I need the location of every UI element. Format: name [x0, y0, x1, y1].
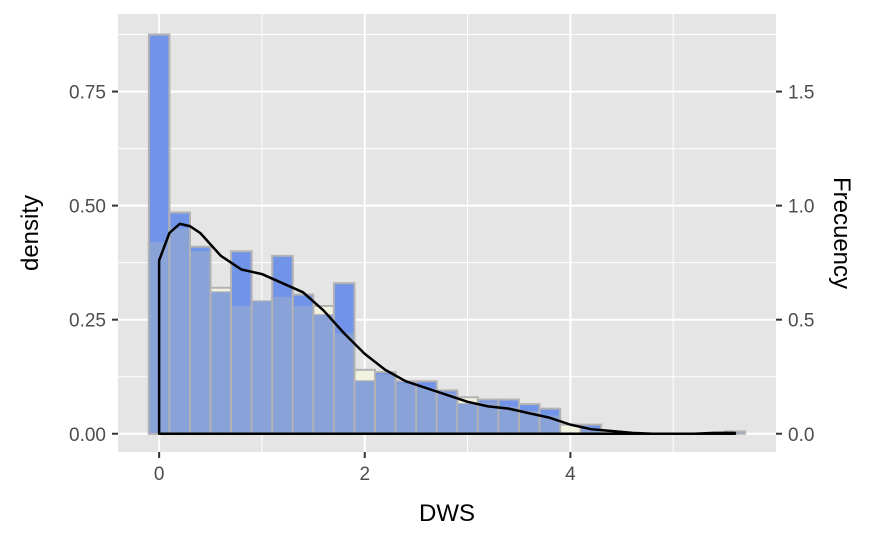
bottom-axis: 0 2 4 — [154, 452, 576, 485]
x-axis-title: DWS — [419, 500, 475, 527]
x-tick-label: 0 — [154, 464, 165, 485]
frequency-bar-overlap — [458, 404, 477, 433]
frequency-bar-overlap — [499, 406, 518, 433]
y2-tick-label: 1.5 — [788, 83, 814, 104]
density-curve — [157, 222, 737, 435]
y-tick-label: 0.00 — [69, 425, 106, 446]
y-tick-label: 0.50 — [69, 197, 106, 218]
y2-tick-label: 0.5 — [788, 311, 814, 332]
right-axis: 0.0 0.5 1.0 1.5 — [776, 83, 814, 446]
frequency-bar-overlap — [190, 251, 210, 433]
frequency-bar-overlap — [211, 292, 231, 433]
y-tick-label: 0.75 — [69, 83, 106, 104]
frequency-bar-overlap — [376, 374, 395, 433]
left-axis: 0.00 0.25 0.50 0.75 — [69, 83, 118, 446]
frequency-bar-overlap — [314, 315, 333, 433]
frequency-bar-overlap — [232, 306, 251, 433]
frequency-bar-overlap — [293, 306, 313, 433]
frequency-bar-overlap — [519, 410, 539, 433]
frequency-bar-overlap — [437, 392, 457, 433]
frequency-bar-overlap — [355, 381, 375, 433]
y2-axis-title: Frecuency — [828, 177, 855, 289]
frequency-bar-overlap — [478, 401, 498, 433]
y-axis-title: density — [17, 195, 44, 271]
density-curve-layer — [157, 222, 737, 435]
frequency-bar-overlap — [581, 429, 601, 433]
frequency-bar-overlap — [334, 333, 354, 433]
x-tick-label: 2 — [359, 464, 370, 485]
frequency-bar-overlap — [417, 388, 436, 433]
x-tick-label: 4 — [565, 464, 576, 485]
y2-tick-label: 1.0 — [788, 197, 814, 218]
frequency-bar-overlap — [252, 301, 272, 433]
frequency-bar-overlap — [170, 228, 189, 433]
frequency-bar-overlap — [396, 383, 416, 433]
y-tick-label: 0.25 — [69, 311, 106, 332]
y2-tick-label: 0.0 — [788, 425, 814, 446]
frequency-bar-overlap — [273, 296, 292, 433]
